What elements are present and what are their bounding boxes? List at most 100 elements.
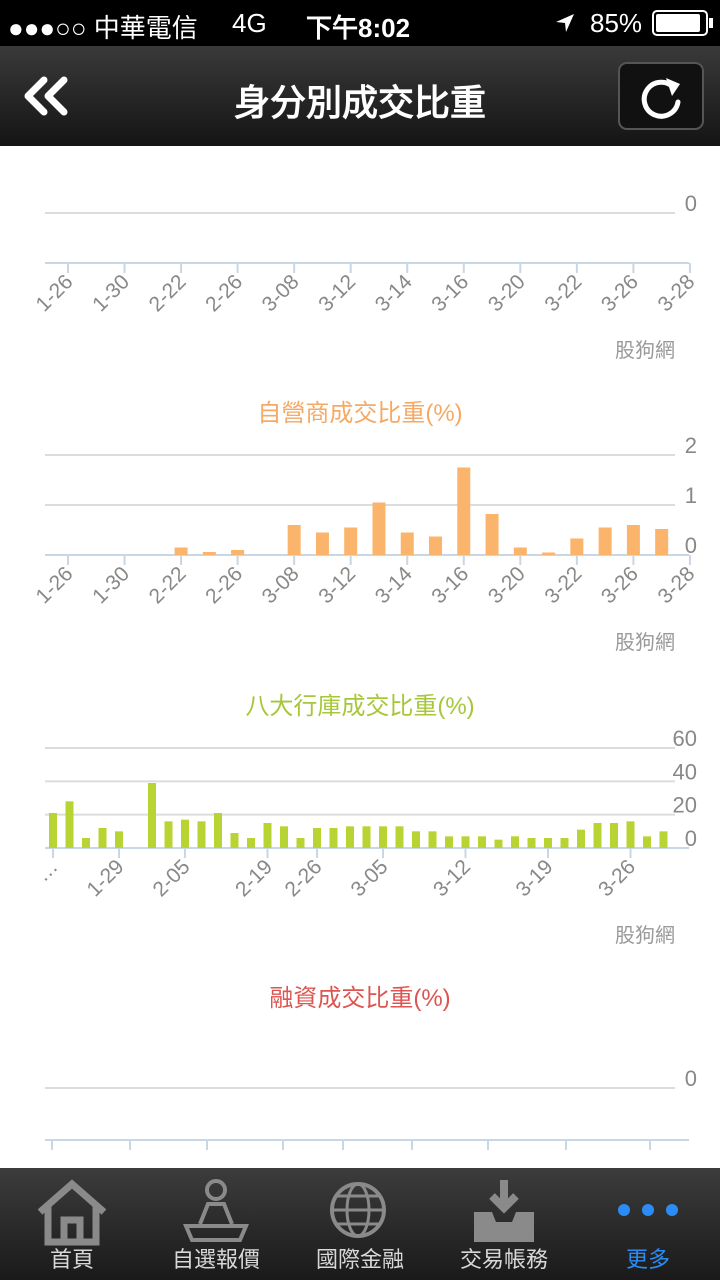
tab-watchlist[interactable]: 自選報價: [144, 1168, 288, 1280]
bar: [214, 813, 222, 848]
y-tick-label: 60: [673, 726, 697, 751]
more-icon: [618, 1204, 678, 1216]
source-label: 股狗網: [615, 631, 675, 654]
home-icon: [37, 1179, 107, 1246]
bar: [610, 823, 618, 848]
tab-label: 更多: [625, 1247, 670, 1272]
bar: [197, 821, 206, 848]
refresh-button[interactable]: [618, 62, 704, 130]
x-tick-label: 2-22: [145, 562, 191, 608]
x-tick-label: 1-30: [88, 270, 134, 316]
bar: [379, 826, 387, 848]
bar: [655, 529, 669, 555]
x-tick-label: 3-16: [427, 270, 473, 316]
y-tick-label: 0: [685, 533, 697, 558]
bar: [231, 550, 245, 555]
bar: [412, 831, 420, 848]
inbox-icon: [474, 1180, 534, 1242]
bar: [513, 547, 527, 555]
network: 4G: [232, 8, 267, 38]
bar: [82, 838, 90, 848]
bar: [296, 838, 305, 848]
back-button[interactable]: [22, 76, 72, 116]
chart-title: 自營商成交比重(%): [257, 400, 462, 427]
y-tick-label: 40: [673, 759, 697, 784]
bar: [148, 783, 156, 848]
bar: [461, 836, 470, 848]
bar: [395, 826, 404, 848]
x-tick-label: 3-08: [258, 562, 304, 608]
x-tick-label: 3-14: [371, 562, 417, 608]
x-tick-label: 3-26: [597, 270, 643, 316]
bar: [544, 838, 552, 848]
globe-icon: [330, 1182, 386, 1238]
bar: [247, 838, 255, 848]
y-tick-label: 0: [685, 826, 697, 851]
tab-home[interactable]: 首頁: [0, 1168, 144, 1280]
bar: [445, 836, 453, 848]
x-tick-label: 3-28: [653, 270, 699, 316]
x-tick-label: 3-12: [314, 270, 360, 316]
x-tick-label: 3-05: [347, 855, 393, 901]
x-tick-label: 3-28: [653, 562, 699, 608]
bar: [626, 525, 640, 555]
bar: [49, 813, 57, 848]
bar: [478, 836, 486, 848]
bar: [280, 826, 288, 848]
bar: [115, 831, 123, 848]
clock: 下午8:02: [306, 13, 411, 43]
x-tick-label: 3-22: [540, 562, 586, 608]
y-tick-label: 0: [685, 1066, 697, 1091]
tab-global[interactable]: 國際金融: [288, 1168, 432, 1280]
x-tick-label: 2-26: [201, 270, 247, 316]
bar: [230, 833, 239, 848]
x-tick-label: 2-22: [145, 270, 191, 316]
x-tick-label: 2-05: [149, 855, 195, 901]
bar: [263, 823, 272, 848]
bar: [570, 538, 584, 555]
bar: [577, 829, 585, 848]
x-tick-label: 1-30: [88, 562, 134, 608]
bar: [598, 527, 612, 555]
watchlist-icon: [182, 1179, 250, 1242]
source-label: 股狗網: [615, 924, 675, 947]
bar: [429, 536, 443, 555]
y-tick-label: 2: [685, 433, 697, 458]
tab-label: 自選報價: [171, 1247, 260, 1272]
tab-more[interactable]: 更多: [576, 1168, 720, 1280]
chart-title: 融資成交比重(%): [269, 985, 450, 1012]
source-label: 股狗網: [615, 339, 675, 362]
x-tick-label: 2-19: [231, 855, 277, 901]
bar: [511, 836, 519, 848]
bar: [202, 552, 216, 555]
status-bar: ●●●○○ 中華電信 4G 下午8:02 85%: [0, 0, 720, 46]
battery-level: 85%: [590, 8, 643, 38]
bar: [287, 525, 301, 555]
bar: [485, 514, 499, 555]
location-icon: [556, 14, 574, 32]
x-tick-label: 3-26: [597, 562, 643, 608]
nav-bar: 身分別成交比重: [0, 46, 720, 146]
bar: [329, 828, 338, 848]
x-tick-label: 3-12: [314, 562, 360, 608]
x-tick-label: 3-08: [258, 270, 304, 316]
bar: [346, 826, 354, 848]
y-tick-label: 0: [685, 191, 697, 216]
y-tick-label: 1: [685, 483, 697, 508]
bar: [643, 836, 651, 848]
bar: [494, 839, 503, 848]
bar: [560, 838, 569, 848]
tab-label: 交易帳務: [459, 1247, 548, 1272]
bar: [400, 532, 414, 555]
bar: [372, 502, 386, 555]
carrier: ●●●○○ 中華電信: [8, 13, 198, 43]
bar: [164, 821, 173, 848]
bar: [428, 831, 437, 848]
tab-label: 國際金融: [315, 1247, 404, 1272]
bar: [174, 547, 188, 555]
y-tick-label: 20: [673, 793, 697, 818]
x-tick-label: 1-26: [32, 270, 78, 316]
tab-account[interactable]: 交易帳務: [432, 1168, 576, 1280]
